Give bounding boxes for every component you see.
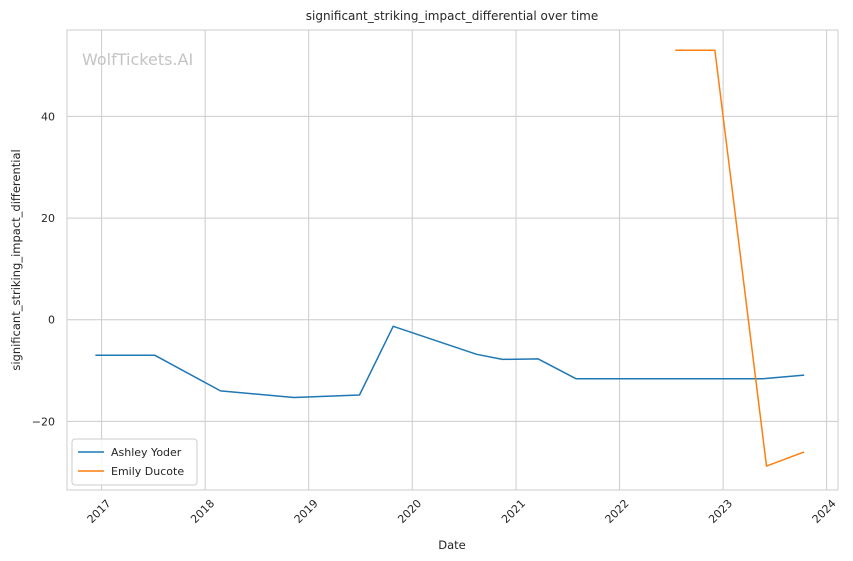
y-axis-title: significant_striking_impact_differential	[9, 149, 23, 370]
chart-title: significant_striking_impact_differential…	[306, 9, 598, 23]
y-tick-label: 20	[41, 212, 55, 225]
x-axis-title: Date	[438, 538, 466, 552]
y-tick-label: 0	[48, 314, 55, 327]
legend-box	[71, 438, 198, 486]
watermark: WolfTickets.AI	[82, 50, 193, 69]
y-tick-labels: −20 0 20 40	[32, 110, 55, 428]
y-tick-label: −20	[32, 415, 55, 428]
legend-label-ashley-yoder: Ashley Yoder	[111, 446, 182, 459]
y-tick-label: 40	[41, 110, 55, 123]
plot-frame	[66, 29, 839, 491]
grid	[67, 30, 838, 490]
series-line-emily-ducote	[675, 49, 805, 467]
series-line-ashley-yoder	[95, 325, 805, 399]
legend: Ashley Yoder Emily Ducote	[71, 438, 198, 486]
series-lines	[95, 49, 805, 467]
legend-label-emily-ducote: Emily Ducote	[111, 465, 184, 478]
